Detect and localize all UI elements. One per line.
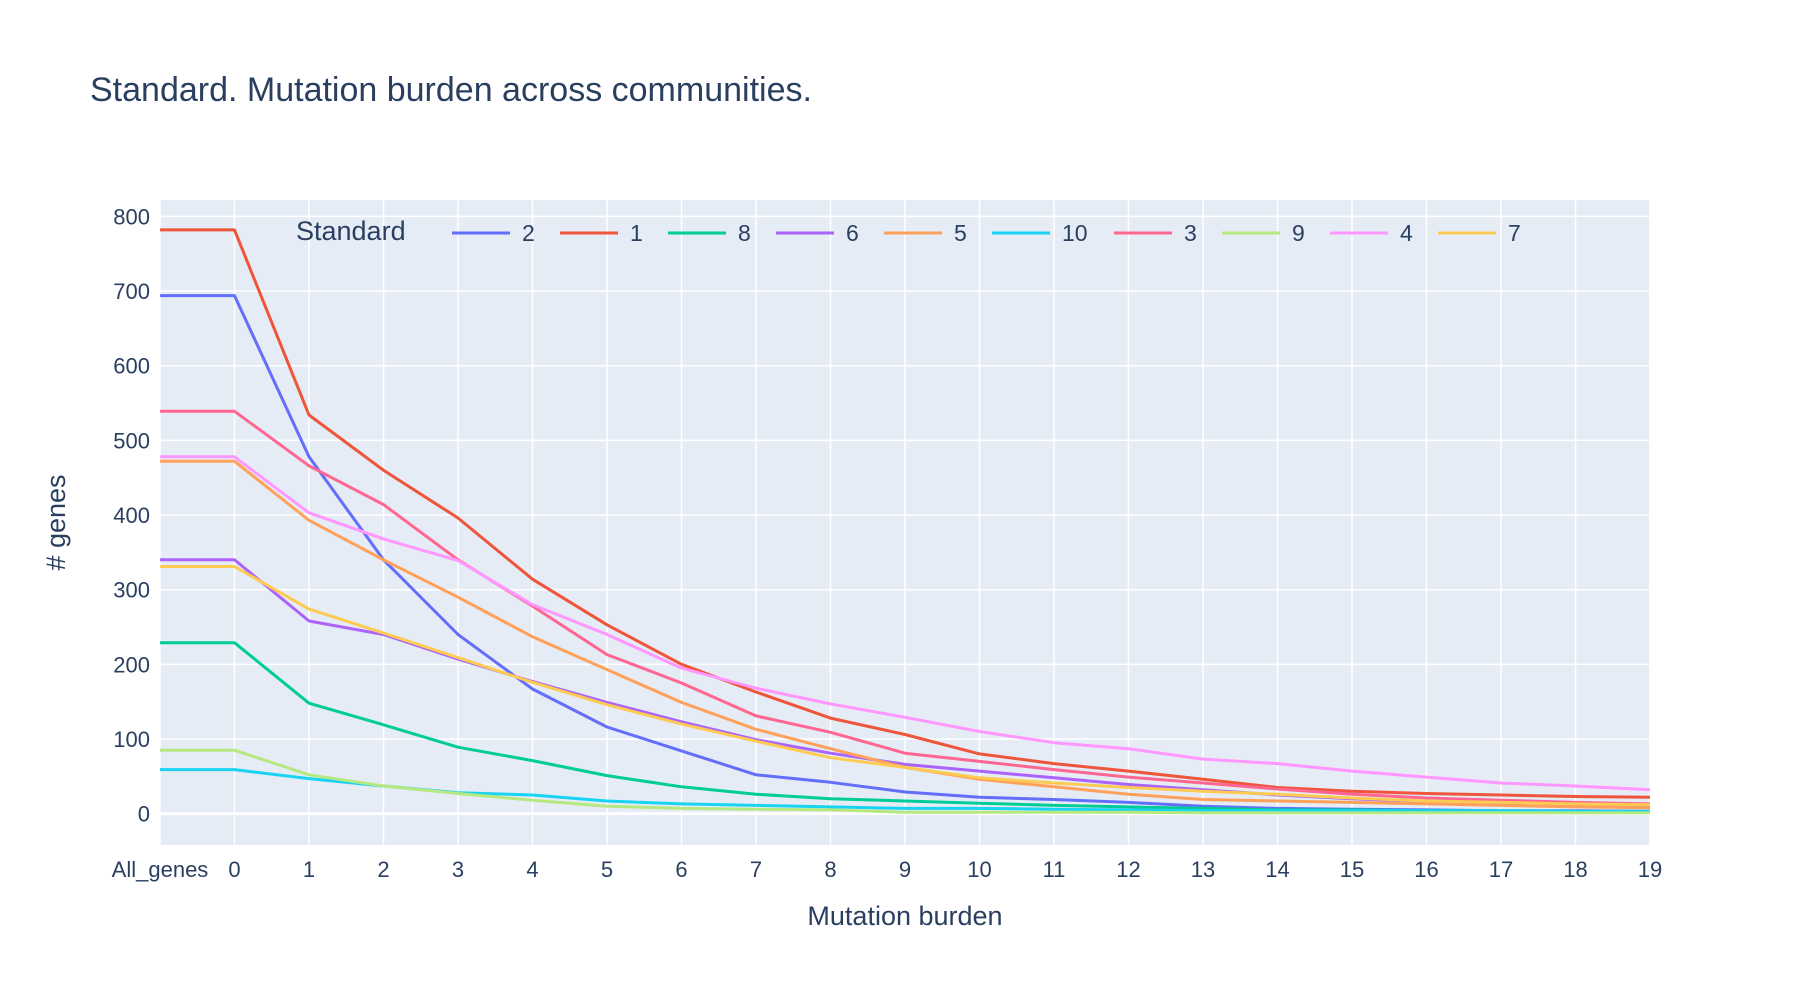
legend-label: 4 [1400, 220, 1413, 246]
x-tick-label: 16 [1414, 857, 1438, 882]
y-axis-ticks: 0 100 200 300 400 500 600 700 800 [113, 204, 150, 826]
legend-item-4[interactable]: 4 [1330, 220, 1413, 246]
legend-label: 3 [1184, 220, 1197, 246]
legend-item-6[interactable]: 6 [776, 220, 859, 246]
x-tick-label: 7 [750, 857, 762, 882]
legend-label: 10 [1062, 220, 1088, 246]
y-tick-label: 200 [113, 652, 150, 677]
legend-label: 1 [630, 220, 643, 246]
legend-item-7[interactable]: 7 [1438, 220, 1521, 246]
legend-item-2[interactable]: 2 [452, 220, 535, 246]
legend-label: 7 [1508, 220, 1521, 246]
legend-item-5[interactable]: 5 [884, 220, 967, 246]
x-tick-label: 2 [377, 857, 389, 882]
x-tick-label: 10 [967, 857, 991, 882]
y-tick-label: 800 [113, 204, 150, 229]
y-tick-label: 100 [113, 727, 150, 752]
series-line-4[interactable] [160, 455, 1651, 792]
series-line-1[interactable] [160, 228, 1651, 799]
series-line-3[interactable] [160, 409, 1651, 806]
y-tick-label: 400 [113, 503, 150, 528]
legend-title: Standard [296, 216, 406, 246]
x-axis-title: Mutation burden [807, 901, 1002, 931]
legend-item-9[interactable]: 9 [1222, 220, 1305, 246]
x-tick-label: 6 [675, 857, 687, 882]
x-tick-label: 4 [526, 857, 538, 882]
x-tick-label: 11 [1043, 857, 1066, 882]
x-tick-label: 19 [1638, 857, 1662, 882]
x-tick-label: 14 [1265, 857, 1289, 882]
y-axis-title: # genes [41, 474, 71, 570]
x-tick-label: 5 [601, 857, 613, 882]
y-tick-label: 300 [113, 578, 150, 603]
y-tick-label: 0 [138, 802, 150, 827]
legend-item-3[interactable]: 3 [1114, 220, 1197, 246]
series-lines [160, 228, 1651, 815]
x-tick-label: 9 [899, 857, 911, 882]
legend-label: 2 [522, 220, 535, 246]
x-tick-label: 0 [228, 857, 240, 882]
legend-label: 9 [1292, 220, 1305, 246]
x-tick-label: 13 [1191, 857, 1215, 882]
x-tick-label: 8 [824, 857, 836, 882]
x-tick-label: 12 [1116, 857, 1140, 882]
series-line-7[interactable] [160, 565, 1651, 807]
legend-label: 5 [954, 220, 967, 246]
series-line-9[interactable] [160, 748, 1650, 815]
legend-item-10[interactable]: 10 [992, 220, 1088, 246]
x-tick-label: 1 [303, 857, 315, 882]
legend-label: 8 [738, 220, 751, 246]
x-axis-ticks: All_genes 0 1 2 3 4 5 6 7 8 9 10 11 12 13 14 15 16 17 18 19 [112, 857, 1663, 882]
legend-item-8[interactable]: 8 [668, 220, 751, 246]
x-tick-label: 18 [1563, 857, 1587, 882]
y-tick-label: 500 [113, 428, 150, 453]
x-tick-label: 17 [1489, 857, 1513, 882]
x-tick-label: 3 [452, 857, 464, 882]
grid-lines [159, 200, 1651, 845]
y-tick-label: 700 [113, 279, 150, 304]
legend[interactable]: Standard 2 1 8 6 5 10 3 9 4 7 [296, 216, 1521, 246]
y-tick-label: 600 [113, 354, 150, 379]
x-tick-label: 15 [1340, 857, 1364, 882]
chart-title: Standard. Mutation burden across communi… [90, 71, 812, 109]
legend-item-1[interactable]: 1 [560, 220, 643, 246]
x-tick-label: All_genes [112, 857, 209, 882]
legend-label: 6 [846, 220, 859, 246]
